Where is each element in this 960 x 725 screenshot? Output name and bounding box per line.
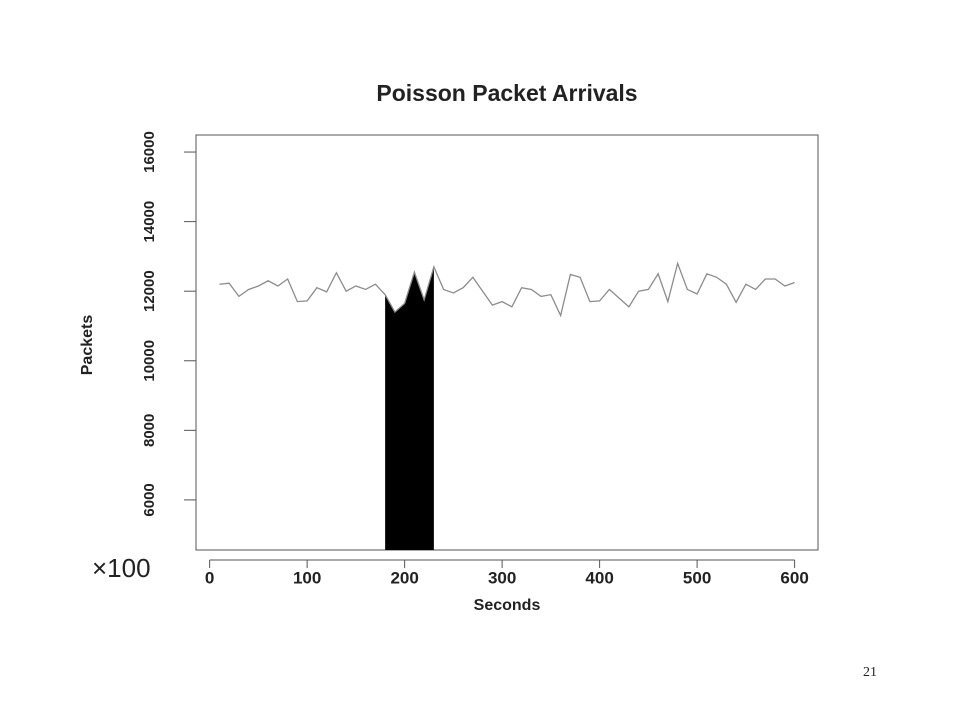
y-tick-label: 10000 — [141, 340, 158, 382]
y-tick-label: 8000 — [141, 414, 158, 447]
x-tick-label: 300 — [488, 568, 516, 587]
x-tick-label: 600 — [780, 568, 808, 587]
slide-number: 21 — [863, 665, 877, 680]
x-tick-label: 0 — [205, 568, 214, 587]
x-axis-label: Seconds — [474, 597, 541, 614]
y-tick-label: 16000 — [141, 131, 158, 173]
plot-box — [195, 134, 819, 551]
annotation: ×100 — [92, 553, 151, 583]
x-tick-label: 200 — [390, 568, 418, 587]
y-tick-label: 6000 — [141, 483, 158, 516]
data-line — [219, 261, 795, 318]
y-tick-label: 12000 — [141, 270, 158, 312]
shaded-area — [385, 266, 434, 550]
x-tick-label: 400 — [585, 568, 613, 587]
x-tick-label: 500 — [683, 568, 711, 587]
y-axis-label: Packets — [79, 315, 96, 376]
x-tick-label: 100 — [293, 568, 321, 587]
y-tick-label: 14000 — [141, 201, 158, 243]
chart-title: Poisson Packet Arrivals — [376, 80, 637, 106]
